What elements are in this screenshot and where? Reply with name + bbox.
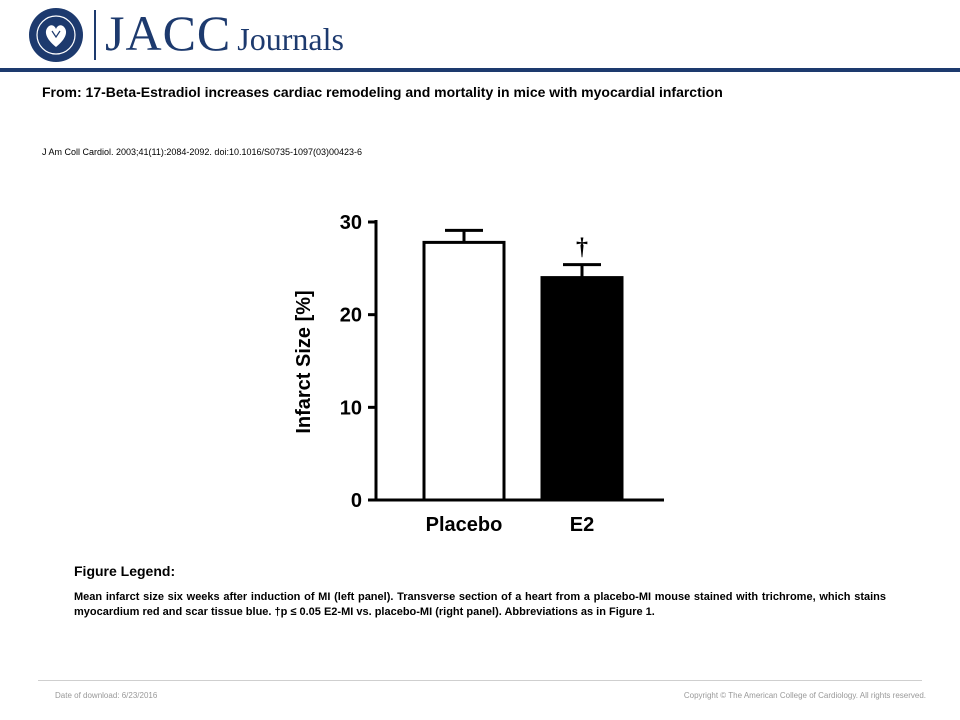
- jacc-journals-logo[interactable]: JACC Journals: [105, 4, 344, 62]
- article-title: From: 17-Beta-Estradiol increases cardia…: [42, 84, 723, 100]
- logo-journals-text: Journals: [237, 21, 344, 57]
- footer-rule: [38, 680, 922, 681]
- copyright-notice: Copyright © The American College of Card…: [683, 691, 926, 700]
- site-header: JACC Journals: [0, 0, 960, 72]
- y-tick-label-20: 20: [340, 305, 362, 327]
- header-rule: [0, 68, 960, 72]
- bar-placebo: [422, 240, 506, 502]
- logo-jacc-text: JACC: [105, 5, 232, 61]
- x-tick-label-e2: E2: [570, 514, 594, 536]
- bar-e2: [540, 276, 624, 502]
- infarct-size-bar-chart: Infarct Size [%] 0 10 20 30 Placebo E2 †: [293, 212, 664, 536]
- logo-divider: [94, 10, 96, 60]
- article-citation[interactable]: J Am Coll Cardiol. 2003;41(11):2084-2092…: [42, 147, 363, 157]
- figure-legend-text: Mean infarct size six weeks after induct…: [74, 591, 886, 618]
- y-tick-label-10: 10: [340, 397, 362, 419]
- significance-marker-e2: †: [576, 235, 588, 261]
- x-tick-label-placebo: Placebo: [426, 514, 503, 536]
- y-tick-label-0: 0: [351, 490, 362, 512]
- download-date: Date of download: 6/23/2016: [55, 691, 158, 700]
- y-axis-label: Infarct Size [%]: [293, 290, 315, 433]
- y-tick-label-30: 30: [340, 212, 362, 234]
- acc-seal-icon: [29, 8, 83, 62]
- figure-legend-heading: Figure Legend:: [74, 563, 176, 579]
